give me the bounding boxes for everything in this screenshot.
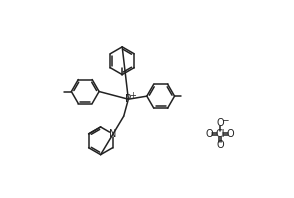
Text: +: +	[130, 91, 136, 100]
Text: Cl: Cl	[215, 129, 225, 139]
Text: O: O	[216, 118, 224, 128]
Text: N: N	[109, 129, 116, 139]
Text: O: O	[206, 129, 213, 139]
Text: O: O	[216, 140, 224, 150]
Text: P: P	[125, 94, 131, 104]
Text: −: −	[221, 115, 228, 124]
Text: O: O	[227, 129, 235, 139]
